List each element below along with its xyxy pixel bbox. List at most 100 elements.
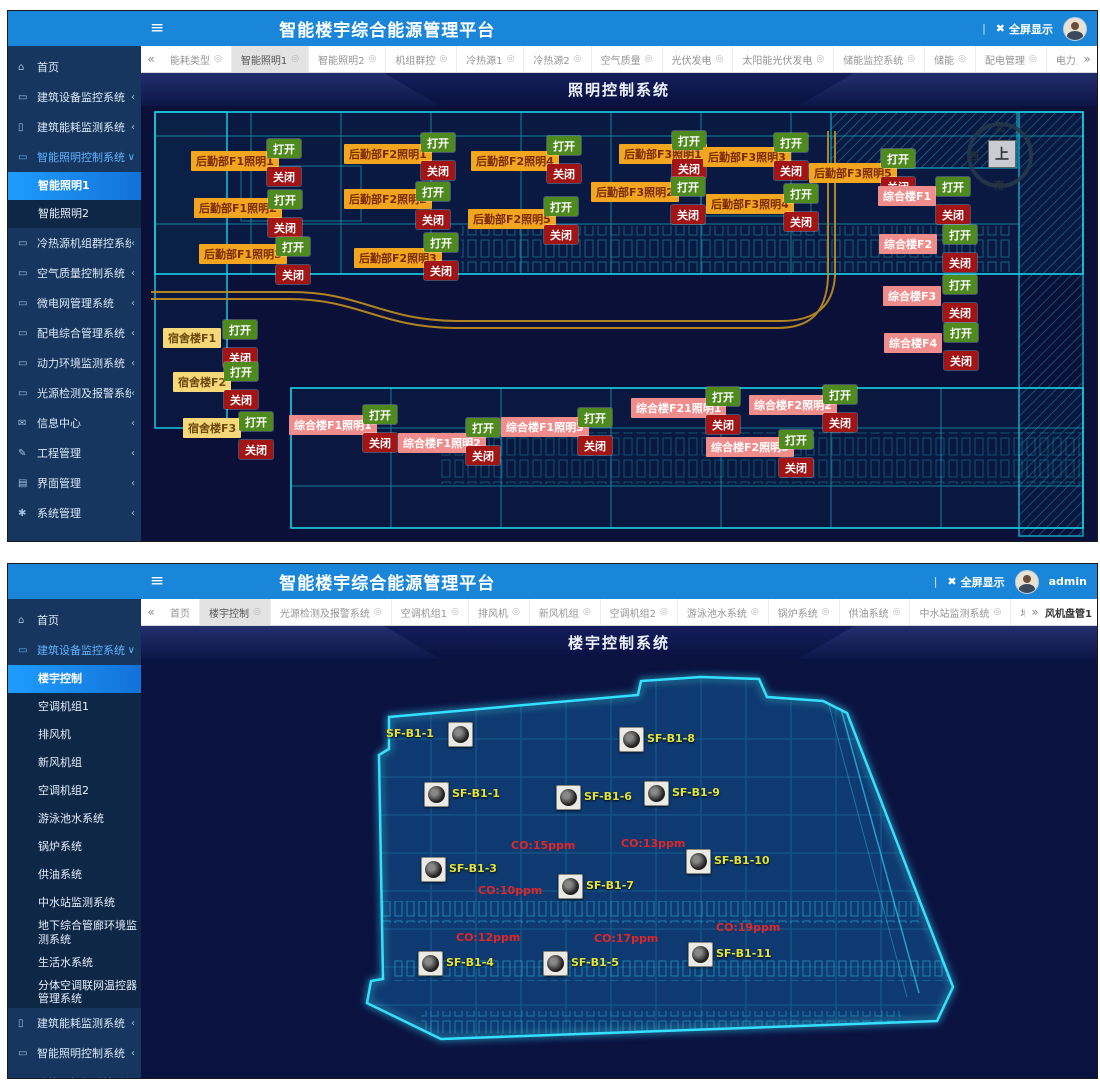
sidebar-item-微电网管理系统[interactable]: ▭ 微电网管理系统 ‹ [8,288,141,318]
open-button-后勤部F3照明4[interactable]: 打开 [784,184,818,203]
close-button-后勤部F2照明1[interactable]: 关闭 [421,161,455,180]
open-button-综合楼F21照明1[interactable]: 打开 [706,387,740,406]
open-button-综合楼F2照明2[interactable]: 打开 [823,385,857,404]
tab-空气质量[interactable]: 空气质量 ◎ [592,46,663,72]
fan-icon-SF-B1-7[interactable] [558,874,583,899]
sidebar-item-信息中心[interactable]: ✉ 信息中心 ‹ [8,408,141,438]
sidebar-item-冷热源机组群控系统[interactable]: ▭ 冷热源机组群控系统‹ [8,1068,141,1078]
open-button-综合楼F1照明2[interactable]: 打开 [466,418,500,437]
open-button-宿舍楼F3[interactable]: 打开 [239,412,273,431]
close-button-综合楼F1照明1[interactable]: 关闭 [363,433,397,452]
close-button-宿舍楼F3[interactable]: 关闭 [239,440,273,459]
close-button-后勤部F1照明2[interactable]: 关闭 [268,218,302,237]
tab-close-icon[interactable]: ◎ [660,607,668,617]
open-button-综合楼F1照明1[interactable]: 打开 [363,405,397,424]
close-button-后勤部F1照明3[interactable]: 关闭 [276,265,310,284]
sidebar-item-光源检测及报警系统[interactable]: ▭ 光源检测及报警系统 ‹ [8,378,141,408]
submenu-item-生活水系统[interactable]: 生活水系统 [38,955,93,969]
tab-close-icon[interactable]: ◎ [816,54,825,64]
tab-能耗类型[interactable]: 能耗类型 ◎ [161,46,232,72]
submenu-item-空调机组2[interactable]: 空调机组2 [38,784,89,798]
tab-太阳能光伏发电[interactable]: 太阳能光伏发电 ◎ [733,46,835,72]
fan-icon-SF-B1-4[interactable] [418,951,443,976]
tab-空调机组2[interactable]: 空调机组2 ◎ [601,599,678,625]
open-button-后勤部F2照明2[interactable]: 打开 [416,182,450,201]
submenu-item-排风机[interactable]: 排风机 [38,728,71,742]
tab-冷热源1[interactable]: 冷热源1 ◎ [457,46,525,72]
tab-冷热源2[interactable]: 冷热源2 ◎ [524,46,592,72]
open-button-综合楼F1照明3[interactable]: 打开 [578,408,612,427]
tab-储能[interactable]: 储能 ◎ [925,46,976,72]
open-button-综合楼F1[interactable]: 打开 [936,177,970,196]
tab-close-icon[interactable]: ◎ [439,54,448,64]
open-button-后勤部F3照明2[interactable]: 打开 [671,177,705,196]
tab-close-icon[interactable]: ◎ [821,607,830,617]
tabs-scroll-left-icon[interactable]: « [147,52,155,66]
close-button-后勤部F3照明4[interactable]: 关闭 [784,212,818,231]
close-button-宿舍楼F2[interactable]: 关闭 [224,390,258,409]
close-button-后勤部F2照明5[interactable]: 关闭 [544,225,578,244]
submenu-item-空调机组1[interactable]: 空调机组1 [38,700,89,714]
tab-机组群控[interactable]: 机组群控 ◎ [386,46,458,72]
close-button-综合楼F2照明2[interactable]: 关闭 [823,413,857,432]
fan-icon-SF-B1-6[interactable] [556,785,581,810]
sidebar-item-配电综合管理系统[interactable]: ▭ 配电综合管理系统 ‹ [8,318,141,348]
open-button-后勤部F3照明3[interactable]: 打开 [774,133,808,152]
tab-供油系统[interactable]: 供油系统 ◎ [840,599,911,625]
fan-icon-SF-B1-8[interactable] [619,727,644,752]
tab-排风机[interactable]: 排风机 ◎ [469,599,530,625]
sidebar-item-建筑设备监控系统[interactable]: ▭ 建筑设备监控系统 ∨ [8,635,141,665]
tab-游泳池水系统[interactable]: 游泳池水系统 ◎ [678,599,769,625]
tab-close-icon[interactable]: ◎ [993,607,1002,617]
tab-close-icon[interactable]: ◎ [511,607,520,617]
fan-icon-SF-B1-1[interactable] [448,722,473,747]
open-button-后勤部F2照明1[interactable]: 打开 [421,133,455,152]
submenu-item-地下综合管廊环境监测系统[interactable]: 地下综合管廊环境监测系统 [38,919,137,946]
tab-close-icon[interactable]: ◎ [907,54,916,64]
tab-锅炉系统[interactable]: 锅炉系统 ◎ [769,599,840,625]
close-button-综合楼F2照明3[interactable]: 关闭 [779,458,813,477]
tab-中水站监测系统[interactable]: 中水站监测系统 ◎ [910,599,1012,625]
sidebar-item-智能照明控制系统[interactable]: ▭ 智能照明控制系统 ‹ [8,1038,141,1068]
tab-智能照明2[interactable]: 智能照明2 ◎ [309,46,387,72]
open-button-后勤部F1照明3[interactable]: 打开 [276,237,310,256]
sidebar-item-建筑能耗监测系统[interactable]: ▯ 建筑能耗监测系统 ‹ [8,112,141,142]
tabs-scroll-left-icon[interactable]: « [147,605,155,619]
sidebar-item-空气质量控制系统[interactable]: ▭ 空气质量控制系统 ‹ [8,258,141,288]
close-button-后勤部F1照明1[interactable]: 关闭 [267,167,301,186]
open-button-综合楼F2[interactable]: 打开 [943,225,977,244]
open-button-后勤部F3照明1[interactable]: 打开 [672,131,706,150]
sidebar-item-home[interactable]: ⌂ 首页 [8,52,141,82]
menu-toggle-icon[interactable]: ≡ [150,571,165,591]
tab-close-icon[interactable]: ◎ [573,54,582,64]
tab-close-icon[interactable]: ◎ [451,607,459,617]
tab-close-icon[interactable]: ◎ [373,607,382,617]
tab-地下综合管廊环境监测系统[interactable]: 地下综合管廊环境监测系统◎ [1011,599,1025,625]
tab-close-icon[interactable]: ◎ [214,54,222,64]
tab-光伏发电[interactable]: 光伏发电 ◎ [663,46,734,72]
close-button-后勤部F2照明3[interactable]: 关闭 [424,261,458,280]
open-button-综合楼F4[interactable]: 打开 [944,323,978,342]
tab-智能照明1[interactable]: 智能照明1 ◎ [231,46,310,72]
tab-close-icon[interactable]: ◎ [1028,54,1037,64]
close-button-综合楼F3[interactable]: 关闭 [943,303,977,322]
tab-配电管理[interactable]: 配电管理 ◎ [976,46,1047,72]
submenu-item-分体空调联网温控器管理系统[interactable]: 分体空调联网温控器管理系统 [38,978,137,1006]
user-avatar[interactable] [1063,16,1087,41]
fan-icon-SF-B1-11[interactable] [688,942,713,967]
close-button-综合楼F21照明1[interactable]: 关闭 [706,415,740,434]
tab-close-icon[interactable]: ◎ [582,607,591,617]
fan-icon-SF-B1-10[interactable] [686,849,711,874]
tab-close-icon[interactable]: ◎ [291,54,300,64]
sidebar-item-工程管理[interactable]: ✎ 工程管理 ‹ [8,438,141,468]
close-button-综合楼F4[interactable]: 关闭 [944,351,978,370]
tab-新风机组[interactable]: 新风机组 ◎ [530,599,601,625]
open-button-后勤部F1照明2[interactable]: 打开 [268,190,302,209]
fullscreen-button[interactable]: ✖ 全屏显示 [996,21,1053,37]
open-button-后勤部F1照明1[interactable]: 打开 [267,139,301,158]
close-button-综合楼F1[interactable]: 关闭 [936,205,970,224]
fan-icon-SF-B1-5[interactable] [543,951,568,976]
open-button-后勤部F2照明4[interactable]: 打开 [547,136,581,155]
open-button-后勤部F2照明5[interactable]: 打开 [544,197,578,216]
tab-光源检测及报警系统[interactable]: 光源检测及报警系统 ◎ [271,599,392,625]
